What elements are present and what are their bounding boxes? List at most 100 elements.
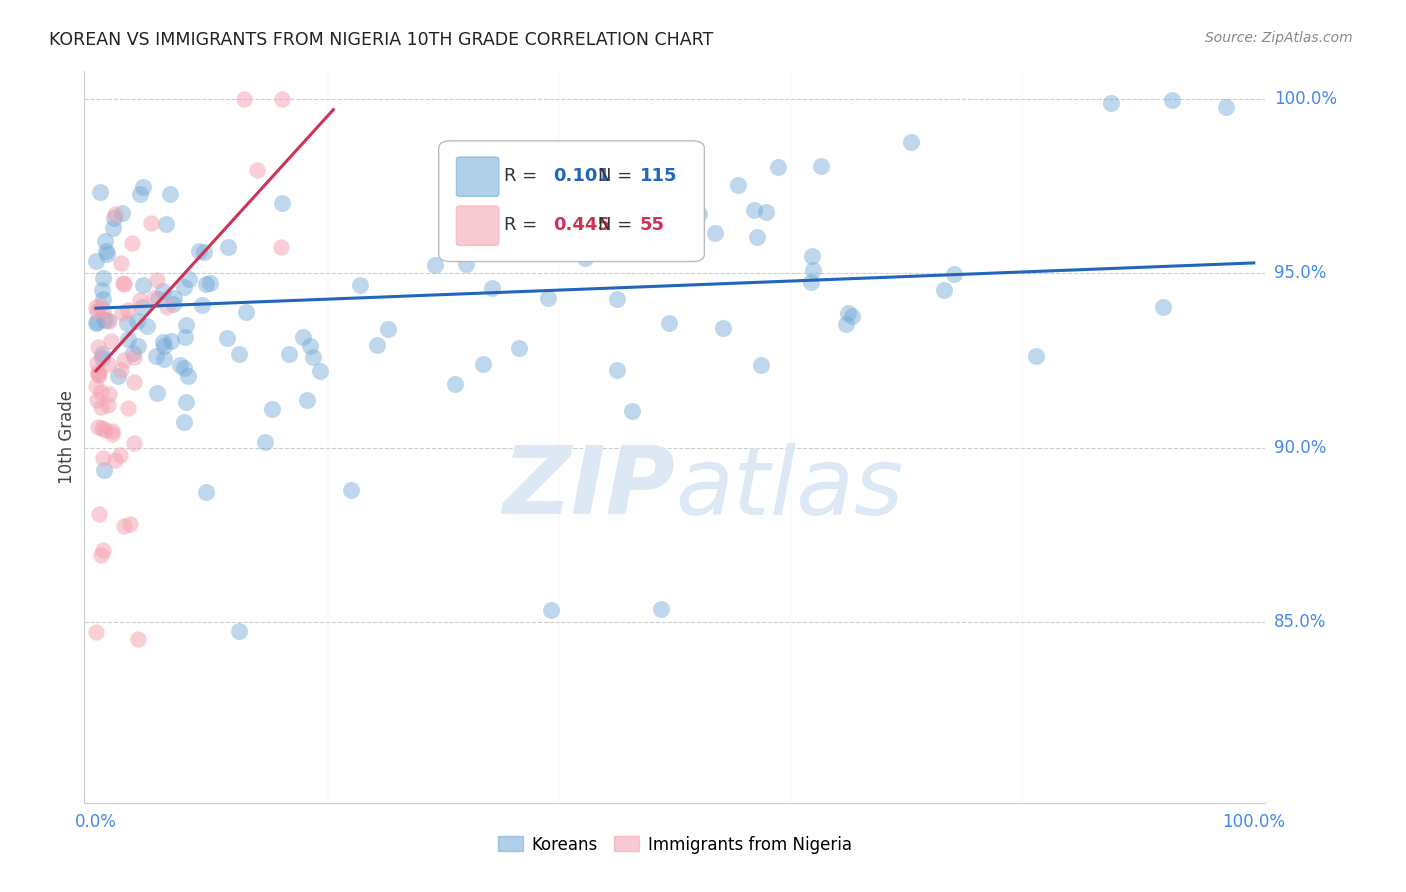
Y-axis label: 10th Grade: 10th Grade: [58, 390, 76, 484]
Point: [84, 253, 107, 268]
Point: [173, 415, 195, 429]
Point: [291, 330, 314, 344]
Point: [174, 330, 197, 344]
Point: [1025, 349, 1047, 363]
Point: [84, 316, 107, 330]
Text: 115: 115: [640, 167, 676, 185]
Point: [253, 434, 276, 449]
Point: [195, 484, 218, 499]
Point: [837, 306, 859, 320]
Point: [179, 271, 201, 285]
Point: [606, 363, 628, 377]
Point: [932, 283, 955, 297]
Point: [1152, 300, 1174, 314]
Point: [146, 292, 169, 306]
Point: [1161, 93, 1184, 107]
Point: [91, 302, 114, 317]
Point: [122, 436, 145, 450]
Point: [152, 334, 174, 349]
Point: [127, 314, 149, 328]
Text: 0.101: 0.101: [553, 167, 610, 185]
Point: [86, 419, 108, 434]
Point: [800, 276, 823, 290]
Point: [508, 341, 530, 355]
Point: [86, 340, 108, 354]
Text: 95.0%: 95.0%: [1274, 264, 1326, 283]
Point: [235, 305, 257, 319]
Point: [112, 519, 135, 533]
Point: [658, 316, 681, 330]
Text: R =: R =: [503, 167, 543, 185]
Point: [537, 291, 560, 305]
Point: [1099, 96, 1122, 111]
Point: [228, 347, 250, 361]
Point: [349, 278, 371, 293]
Point: [110, 256, 132, 270]
Text: 0.445: 0.445: [553, 216, 610, 234]
Point: [93, 293, 115, 307]
Point: [132, 277, 155, 292]
Point: [146, 273, 169, 287]
Text: 85.0%: 85.0%: [1274, 613, 1326, 631]
Point: [90, 401, 112, 415]
Text: atlas: atlas: [675, 442, 903, 533]
Point: [90, 284, 112, 298]
Point: [152, 351, 174, 366]
Point: [112, 277, 135, 291]
Point: [162, 297, 184, 311]
Point: [163, 291, 186, 305]
Text: 100.0%: 100.0%: [1274, 90, 1337, 108]
Point: [187, 244, 209, 259]
Point: [128, 293, 150, 307]
Point: [295, 393, 318, 408]
Point: [90, 548, 112, 562]
Point: [193, 244, 215, 259]
Point: [270, 92, 292, 106]
Point: [107, 368, 129, 383]
Point: [620, 404, 643, 418]
Point: [217, 240, 239, 254]
Text: ZIP: ZIP: [502, 442, 675, 534]
Point: [91, 450, 114, 465]
Point: [145, 349, 167, 363]
Point: [801, 263, 824, 277]
Legend: Koreans, Immigrants from Nigeria: Koreans, Immigrants from Nigeria: [492, 829, 858, 860]
Point: [98, 313, 121, 327]
Point: [742, 202, 765, 217]
Point: [96, 246, 118, 260]
Point: [755, 205, 778, 219]
Point: [425, 258, 447, 272]
FancyBboxPatch shape: [457, 206, 499, 245]
Point: [555, 171, 578, 186]
Point: [228, 624, 250, 638]
Point: [270, 195, 292, 210]
Point: [120, 516, 142, 531]
Point: [94, 424, 117, 438]
Point: [703, 227, 725, 241]
Point: [443, 376, 465, 391]
Point: [117, 332, 139, 346]
Point: [110, 363, 132, 377]
Point: [142, 291, 165, 305]
Point: [900, 135, 922, 149]
Point: [377, 322, 399, 336]
Point: [84, 379, 107, 393]
Point: [117, 401, 139, 416]
Point: [111, 206, 134, 220]
Point: [94, 244, 117, 258]
Text: Source: ZipAtlas.com: Source: ZipAtlas.com: [1205, 31, 1353, 45]
Point: [122, 350, 145, 364]
Text: KOREAN VS IMMIGRANTS FROM NIGERIA 10TH GRADE CORRELATION CHART: KOREAN VS IMMIGRANTS FROM NIGERIA 10TH G…: [49, 31, 713, 49]
Point: [152, 284, 174, 298]
Point: [101, 426, 124, 441]
Point: [727, 178, 749, 192]
Point: [481, 281, 503, 295]
FancyBboxPatch shape: [457, 157, 499, 196]
Point: [606, 292, 628, 306]
Point: [121, 235, 143, 250]
Point: [110, 448, 132, 462]
Point: [86, 367, 108, 381]
Point: [90, 384, 112, 399]
Point: [301, 350, 323, 364]
Point: [191, 298, 214, 312]
